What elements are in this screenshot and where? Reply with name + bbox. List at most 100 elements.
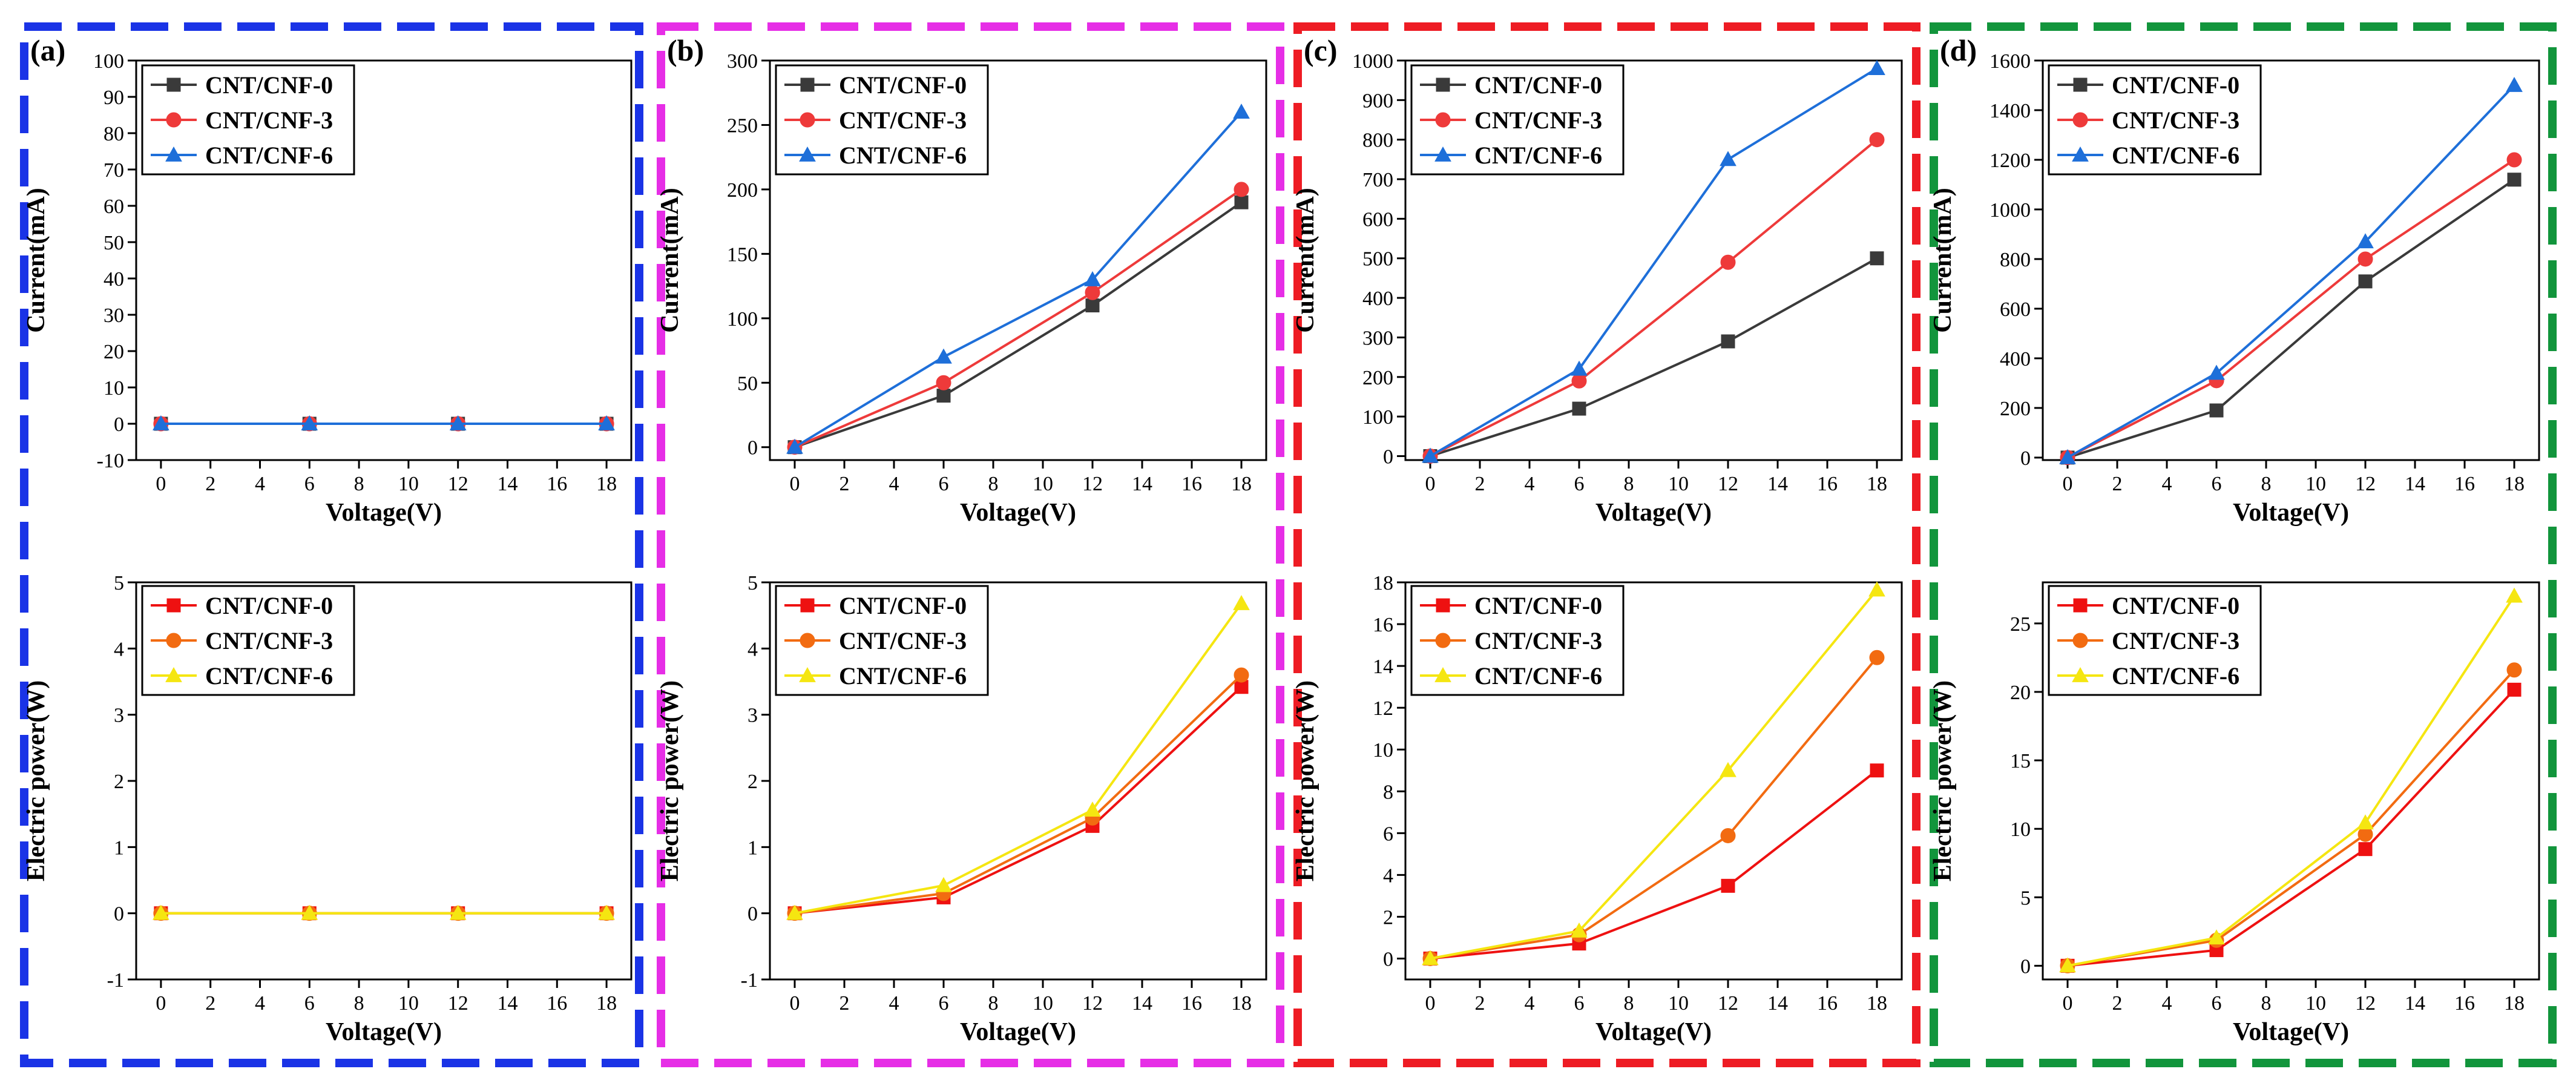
x-tick-label: 14 xyxy=(1767,473,1788,495)
data-point-s2-2 xyxy=(449,904,467,920)
x-axis-label: Voltage(V) xyxy=(2233,1018,2349,1046)
x-tick-label: 16 xyxy=(1817,473,1838,495)
y-tick-label: 15 xyxy=(2010,750,2031,772)
y-tick-label: 20 xyxy=(2010,682,2031,704)
legend-label: CNT/CNF-3 xyxy=(205,627,333,654)
y-tick-label: -10 xyxy=(97,450,124,472)
data-point-s0-3 xyxy=(1870,251,1884,266)
x-tick-label: 6 xyxy=(2212,473,2222,495)
y-axis-label: Electric power(W) xyxy=(22,680,50,881)
y-tick-label: 0 xyxy=(748,437,758,459)
legend-marker xyxy=(2072,633,2088,648)
chart-2: 0 2 4 6 8 10 12 14 16 18 0 100 200 300 400 500 600 700 800… xyxy=(1292,33,1903,527)
y-tick-label: 3 xyxy=(748,705,758,727)
data-point-s2-1 xyxy=(935,877,952,892)
x-tick-label: 18 xyxy=(2504,992,2525,1015)
y-axis-label: Electric power(W) xyxy=(1292,680,1319,881)
x-tick-label: 2 xyxy=(2112,473,2123,495)
y-tick-label: 5 xyxy=(2020,887,2031,909)
data-point-s2-3 xyxy=(2506,587,2523,603)
data-point-s1-2 xyxy=(1720,828,1736,843)
x-tick-label: 12 xyxy=(448,473,468,495)
x-tick-label: 10 xyxy=(2305,992,2326,1015)
panel-frame-d xyxy=(1930,22,2557,1067)
x-axis-label: Voltage(V) xyxy=(2233,499,2349,527)
series-line-2 xyxy=(794,111,1243,449)
x-tick-label: 12 xyxy=(2355,473,2376,495)
y-tick-label: 900 xyxy=(1362,90,1393,112)
data-point-s2-2 xyxy=(1084,271,1101,286)
x-tick-label: 2 xyxy=(1475,473,1485,495)
data-point-s0-2 xyxy=(2358,274,2373,289)
x-tick-label: 6 xyxy=(304,992,315,1015)
plot-frame xyxy=(1404,581,1903,981)
x-tick-label: 0 xyxy=(790,473,800,495)
y-tick-label: 400 xyxy=(1362,288,1393,310)
y-axis-label: Electric power(W) xyxy=(656,680,684,881)
panel-frame-a xyxy=(20,22,643,1067)
x-tick-label: 0 xyxy=(1425,473,1436,495)
chart-1: 0 2 4 6 8 10 12 14 16 18 0 50 100 150 200 250 300 Voltage… xyxy=(656,33,1267,527)
y-tick-label: 14 xyxy=(1373,656,1393,678)
data-point-s2-0 xyxy=(1422,447,1439,463)
x-tick-label: 4 xyxy=(889,473,899,495)
panel-frame-c xyxy=(1293,22,1920,1067)
data-point-s2-2 xyxy=(1720,151,1736,166)
series-line-2 xyxy=(1429,67,1878,458)
y-tick-label: 2 xyxy=(1383,906,1393,929)
plot-frame xyxy=(135,59,632,461)
legend-label: CNT/CNF-3 xyxy=(2112,107,2239,134)
data-point-s1-2 xyxy=(2358,251,2373,267)
x-tick-label: 4 xyxy=(1525,992,1535,1015)
data-point-s2-1 xyxy=(1571,360,1588,376)
x-tick-label: 10 xyxy=(398,992,419,1015)
data-point-s2-0 xyxy=(153,904,169,920)
y-tick-label: 1000 xyxy=(1352,50,1393,73)
legend-label: CNT/CNF-3 xyxy=(1474,107,1602,134)
x-tick-label: 12 xyxy=(448,992,468,1015)
x-tick-label: 12 xyxy=(1718,992,1738,1015)
legend-marker xyxy=(799,146,816,162)
y-tick-label: 300 xyxy=(1362,327,1393,349)
x-axis-label: Voltage(V) xyxy=(960,499,1076,527)
legend-marker xyxy=(166,77,181,92)
data-point-s2-3 xyxy=(1868,60,1885,75)
data-point-s2-3 xyxy=(1868,581,1885,597)
data-point-s1-3 xyxy=(1234,182,1249,197)
y-tick-label: 60 xyxy=(104,196,124,218)
y-axis-label: Current(mA) xyxy=(22,188,50,333)
data-point-s0-2 xyxy=(1721,334,1735,349)
y-tick-label: 70 xyxy=(104,159,124,182)
legend-label: CNT/CNF-6 xyxy=(839,662,967,689)
legend-label: CNT/CNF-3 xyxy=(205,107,333,134)
y-tick-label: 1400 xyxy=(1990,100,2031,122)
data-point-s0-1 xyxy=(1572,401,1586,416)
x-tick-label: 2 xyxy=(205,992,215,1015)
panel-label: (c) xyxy=(1304,33,1338,67)
y-tick-label: 1200 xyxy=(1990,150,2031,172)
data-point-s1-2 xyxy=(1720,254,1736,270)
data-point-s1-3 xyxy=(1234,667,1249,683)
y-tick-label: 100 xyxy=(727,308,758,331)
y-tick-label: 0 xyxy=(1383,446,1393,468)
data-point-s2-1 xyxy=(1571,922,1588,938)
x-tick-label: 6 xyxy=(2212,992,2222,1015)
x-tick-label: 0 xyxy=(1425,992,1436,1015)
legend-marker xyxy=(1436,598,1450,613)
y-axis-label: Current(mA) xyxy=(656,188,684,333)
x-tick-label: 18 xyxy=(1867,473,1887,495)
data-point-s2-2 xyxy=(2357,814,2374,830)
legend-label: CNT/CNF-6 xyxy=(1474,662,1602,689)
legend-label: CNT/CNF-6 xyxy=(205,662,333,689)
x-tick-label: 14 xyxy=(1132,473,1152,495)
chart-6: 0 2 4 6 8 10 12 14 16 18 0 2 4 6 8 10 12 14 16 18 Voltage(V)… xyxy=(1292,572,1903,1046)
y-tick-label: 0 xyxy=(114,413,124,436)
legend-label: CNT/CNF-6 xyxy=(2112,142,2239,169)
plot-frame xyxy=(2042,59,2540,461)
legend-label: CNT/CNF-0 xyxy=(1474,71,1602,99)
y-tick-label: 6 xyxy=(1383,823,1393,845)
legend-label: CNT/CNF-3 xyxy=(2112,627,2239,654)
legend-marker xyxy=(166,633,182,648)
y-tick-label: 200 xyxy=(2000,398,2031,420)
